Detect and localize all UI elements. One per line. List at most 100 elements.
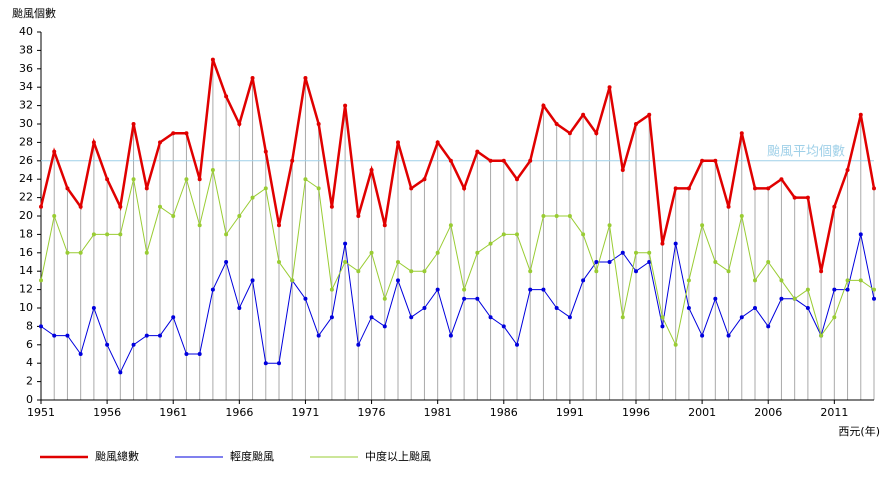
point xyxy=(475,296,480,301)
point xyxy=(237,306,242,310)
point xyxy=(462,186,467,191)
point xyxy=(634,250,638,255)
y-tick-label: 14 xyxy=(19,264,33,277)
point xyxy=(673,241,678,246)
point xyxy=(144,186,149,191)
x-tick-label: 2006 xyxy=(754,406,782,419)
point xyxy=(845,168,850,172)
point xyxy=(726,333,731,338)
point xyxy=(700,158,705,163)
x-tick-label: 1951 xyxy=(27,406,55,419)
point xyxy=(541,103,546,108)
point xyxy=(131,177,136,182)
point xyxy=(369,250,374,255)
point xyxy=(713,158,718,163)
series-line xyxy=(39,59,876,272)
point xyxy=(65,186,70,191)
point xyxy=(554,122,559,126)
point xyxy=(78,250,83,255)
point xyxy=(158,204,162,209)
point xyxy=(356,269,361,274)
y-tick-label: 22 xyxy=(19,191,33,204)
y-tick-label: 24 xyxy=(19,172,33,185)
point xyxy=(237,122,242,126)
point xyxy=(329,287,334,292)
point xyxy=(726,204,731,209)
point xyxy=(422,269,427,274)
point xyxy=(858,232,863,237)
legend-label: 中度以上颱風 xyxy=(365,449,431,463)
point xyxy=(316,333,321,338)
point xyxy=(78,204,83,209)
point xyxy=(303,177,308,182)
point xyxy=(581,232,586,237)
point xyxy=(541,214,546,218)
point xyxy=(515,342,519,347)
point xyxy=(832,287,837,292)
point xyxy=(356,342,361,347)
point xyxy=(541,287,546,292)
x-tick-label: 1961 xyxy=(159,406,187,419)
average-label: 颱風平均個數 xyxy=(767,144,845,159)
point xyxy=(65,333,70,338)
x-tick-label: 1956 xyxy=(93,406,121,419)
point xyxy=(554,306,559,310)
point xyxy=(369,315,374,320)
y-tick-label: 30 xyxy=(19,117,33,130)
point xyxy=(184,131,189,136)
point xyxy=(660,324,665,329)
point xyxy=(567,214,572,218)
series-line xyxy=(40,234,875,374)
point xyxy=(303,296,308,301)
point xyxy=(329,315,334,320)
point xyxy=(39,324,43,329)
point xyxy=(329,204,334,209)
point xyxy=(382,324,387,329)
point xyxy=(528,158,533,163)
point xyxy=(528,287,533,292)
y-tick-label: 18 xyxy=(19,227,33,240)
point xyxy=(594,260,599,264)
point xyxy=(647,260,652,264)
point xyxy=(210,168,215,172)
point xyxy=(118,232,123,237)
point xyxy=(567,315,572,320)
point xyxy=(792,296,797,301)
legend-label: 颱風總數 xyxy=(95,449,139,463)
point xyxy=(686,278,691,283)
point xyxy=(753,306,757,310)
y-tick-label: 26 xyxy=(19,154,33,167)
point xyxy=(634,269,638,274)
point xyxy=(766,260,771,264)
point xyxy=(210,57,215,62)
point xyxy=(277,223,281,228)
point xyxy=(91,306,96,310)
point xyxy=(660,241,665,246)
point xyxy=(197,177,202,182)
point xyxy=(343,260,348,264)
point xyxy=(739,214,744,218)
point xyxy=(515,177,519,182)
point xyxy=(620,250,625,255)
y-tick-label: 34 xyxy=(19,80,33,93)
point xyxy=(118,204,123,209)
point xyxy=(872,287,876,292)
point xyxy=(422,177,427,182)
point xyxy=(475,250,480,255)
y-tick-label: 4 xyxy=(26,356,33,369)
point xyxy=(396,140,400,145)
point xyxy=(858,112,863,117)
y-tick-label: 10 xyxy=(19,301,33,314)
point xyxy=(144,250,149,255)
x-tick-label: 1996 xyxy=(622,406,650,419)
point xyxy=(105,342,110,347)
point xyxy=(872,296,876,301)
point xyxy=(779,296,784,301)
point xyxy=(343,103,348,108)
point xyxy=(501,158,506,163)
x-tick-label: 1986 xyxy=(490,406,518,419)
point xyxy=(462,296,467,301)
point xyxy=(39,204,43,209)
point xyxy=(316,122,321,126)
x-tick-label: 1976 xyxy=(358,406,386,419)
